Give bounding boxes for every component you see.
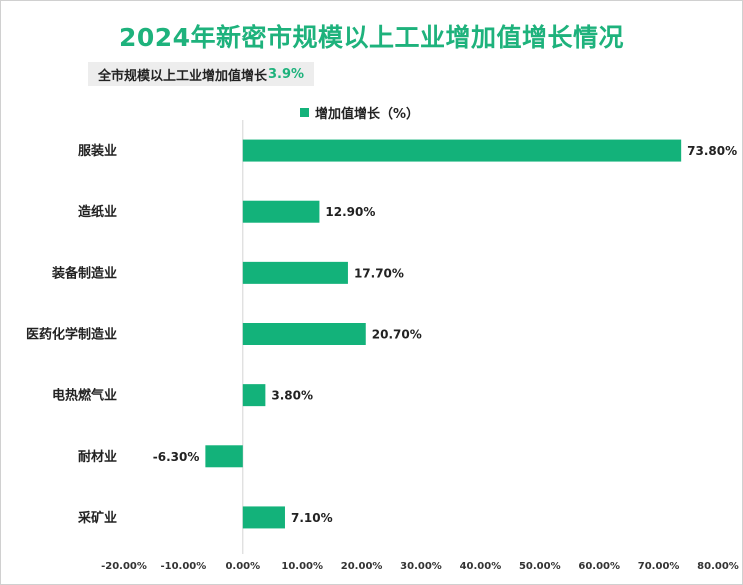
x-tick-label: -10.00% bbox=[160, 561, 206, 572]
legend-label: 增加值增长（%） bbox=[315, 107, 420, 122]
data-label: 7.10% bbox=[291, 511, 333, 525]
data-label: 20.70% bbox=[372, 328, 422, 342]
chart-title: 2024年新密市规模以上工业增加值增长情况 bbox=[118, 23, 625, 52]
bar bbox=[242, 506, 285, 529]
x-tick-label: 50.00% bbox=[519, 561, 561, 572]
x-tick-label: 80.00% bbox=[697, 561, 739, 572]
bar bbox=[242, 200, 320, 223]
category-label: 服装业 bbox=[78, 143, 117, 159]
data-label: 73.80% bbox=[687, 144, 737, 158]
subtitle-box: 全市规模以上工业增加值增长 3.9% bbox=[88, 62, 315, 86]
x-tick-label: -20.00% bbox=[101, 561, 147, 572]
subtitle-label: 全市规模以上工业增加值增长 bbox=[98, 68, 268, 84]
category-label: 造纸业 bbox=[78, 204, 117, 220]
x-tick-label: 70.00% bbox=[638, 561, 680, 572]
bar bbox=[242, 139, 682, 162]
data-label: 3.80% bbox=[271, 389, 313, 403]
bar bbox=[242, 384, 266, 407]
data-label: 12.90% bbox=[325, 205, 375, 219]
bar bbox=[242, 261, 348, 284]
data-label: -6.30% bbox=[153, 450, 200, 464]
legend: 增加值增长（%） bbox=[300, 103, 419, 122]
category-label: 采矿业 bbox=[77, 510, 117, 526]
x-tick-label: 60.00% bbox=[578, 561, 620, 572]
x-tick-label: 10.00% bbox=[281, 561, 323, 572]
subtitle-value: 3.9% bbox=[268, 66, 305, 82]
legend-swatch bbox=[300, 108, 309, 117]
data-label: 17.70% bbox=[354, 266, 404, 280]
category-label: 医药化学制造业 bbox=[26, 327, 117, 343]
x-tick-label: 20.00% bbox=[341, 561, 383, 572]
bar bbox=[242, 323, 366, 345]
category-label: 装备制造业 bbox=[51, 265, 117, 281]
x-tick-label: 30.00% bbox=[400, 561, 442, 572]
x-tick-label: 0.00% bbox=[225, 561, 260, 572]
category-label: 电热燃气业 bbox=[52, 388, 117, 404]
bar bbox=[205, 445, 243, 468]
x-tick-label: 40.00% bbox=[460, 561, 502, 572]
category-label: 耐材业 bbox=[78, 449, 117, 465]
